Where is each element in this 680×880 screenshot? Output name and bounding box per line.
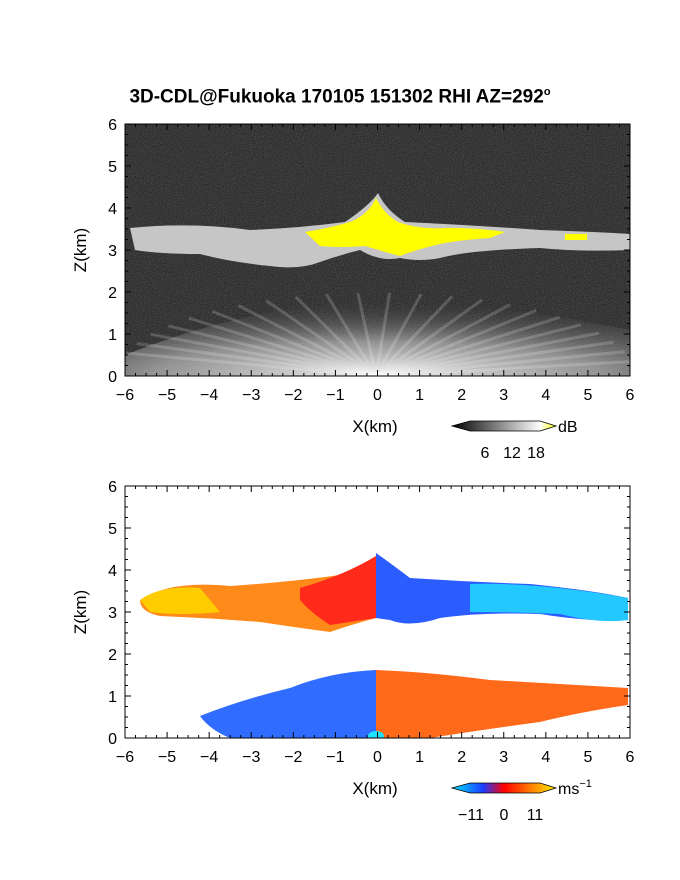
colorbar-tick-label: 11 <box>527 807 544 824</box>
y-tick-label: 5 <box>108 521 117 538</box>
x-tick-label: 1 <box>415 387 424 404</box>
y-tick-label: 4 <box>108 563 117 580</box>
y-tick-label: 6 <box>108 117 117 134</box>
upper-layer-left-edge <box>140 587 220 614</box>
y-tick-label: 2 <box>108 647 117 664</box>
colorbar-tick-label: 0 <box>500 807 509 824</box>
fan-ray <box>375 298 483 376</box>
y-tick-label: 6 <box>108 479 117 496</box>
fan-ray <box>375 331 600 376</box>
y-tick-label: 1 <box>108 689 117 706</box>
fan-ray <box>356 292 378 376</box>
colorbar-tick-label: 18 <box>527 445 545 462</box>
upper-layer-core-red <box>300 556 376 625</box>
y-tick-label: 3 <box>108 243 117 260</box>
fan-ray <box>374 295 454 376</box>
velocity-panel: −6 −5 −4 −3 −2 −1 0 1 2 3 4 5 6 0 1 2 3 4 5 6 X(km) Z(km) m… <box>71 479 635 824</box>
fan-ray <box>375 309 537 376</box>
x-tick-label: 5 <box>583 749 592 766</box>
x-tick-label: −4 <box>200 749 218 766</box>
x-tick-label: −5 <box>158 749 176 766</box>
fan-ray <box>188 316 377 376</box>
colorbar-tick-label: −11 <box>458 807 484 824</box>
x-tick-label: −1 <box>326 387 344 404</box>
fan-ray <box>168 324 377 376</box>
x-tick-label: −5 <box>158 387 176 404</box>
x-tick-label: 5 <box>583 387 592 404</box>
fan-ray <box>294 295 378 376</box>
x-tick-label: 4 <box>541 387 550 404</box>
y-tick-label: 2 <box>108 285 117 302</box>
x-tick-label: 1 <box>415 749 424 766</box>
axes-top: −6 −5 −4 −3 −2 −1 0 1 2 3 4 5 6 0 1 2 3 4 5 6 <box>108 117 634 404</box>
x-tick-label: 4 <box>541 749 550 766</box>
x-tick-label: 3 <box>499 387 508 404</box>
x-tick-label: −2 <box>284 387 302 404</box>
y-tick-label: 1 <box>108 327 117 344</box>
ground-fan-echo <box>125 300 630 376</box>
origin-cyan-spot <box>368 731 384 738</box>
fan-ray <box>265 299 377 376</box>
fan-ray <box>136 342 377 376</box>
colorbar-reflectivity: dB 6 12 18 <box>450 419 578 462</box>
x-tick-label: −4 <box>200 387 218 404</box>
colorbar-tick-label: 6 <box>481 445 490 462</box>
x-tick-label: −3 <box>242 749 260 766</box>
colorbar-tick-label: 12 <box>503 445 521 462</box>
fan-ray <box>375 323 582 376</box>
x-tick-label: 2 <box>457 387 466 404</box>
x-tick-label: −3 <box>242 387 260 404</box>
x-tick-label: 6 <box>626 387 635 404</box>
y-tick-label: 0 <box>108 731 117 748</box>
fan-ray <box>375 360 630 376</box>
y-tick-label: 4 <box>108 201 117 218</box>
colorbar-velocity: ms−1 −11 0 11 <box>450 778 592 824</box>
x-tick-label: −1 <box>326 749 344 766</box>
y-tick-label: 3 <box>108 605 117 622</box>
axes-bottom: −6 −5 −4 −3 −2 −1 0 1 2 3 4 5 6 0 1 2 3 4 5 6 <box>108 479 634 766</box>
fan-ray <box>325 293 378 376</box>
fan-ray <box>237 304 377 376</box>
upper-layer-right-cyan <box>470 583 628 622</box>
colorbar-unit: dB <box>558 419 578 436</box>
y-tick-label: 0 <box>108 369 117 386</box>
fan-ray <box>374 293 423 376</box>
x-tick-label: 0 <box>373 749 382 766</box>
x-tick-label: −2 <box>284 749 302 766</box>
lower-layer-negative <box>200 670 376 738</box>
lower-layer-positive <box>376 670 628 738</box>
x-tick-label: 6 <box>626 749 635 766</box>
chart-title: 3D-CDL@Fukuoka 170105 151302 RHI AZ=292o <box>129 86 551 108</box>
fan-ray <box>211 309 377 376</box>
fan-ray <box>150 332 377 376</box>
fan-ray <box>375 350 625 376</box>
fan-rays <box>125 292 630 376</box>
x-axis-label: X(km) <box>352 417 397 436</box>
fan-ray <box>125 351 377 376</box>
x-tick-label: 3 <box>499 749 508 766</box>
x-tick-label: 2 <box>457 749 466 766</box>
strong-echo-patch <box>565 234 587 240</box>
x-axis-label: X(km) <box>352 779 397 798</box>
fan-ray <box>375 315 561 376</box>
fan-ray <box>375 303 511 376</box>
x-tick-label: −6 <box>116 749 134 766</box>
strong-echo-core <box>305 198 505 256</box>
fan-ray <box>374 292 392 376</box>
x-tick-label: −6 <box>116 387 134 404</box>
y-axis-label: Z(km) <box>71 228 90 272</box>
fan-ray <box>375 340 614 376</box>
colorbar-unit: ms−1 <box>558 778 592 798</box>
x-tick-label: 0 <box>373 387 382 404</box>
y-tick-label: 5 <box>108 159 117 176</box>
y-axis-label: Z(km) <box>71 590 90 634</box>
